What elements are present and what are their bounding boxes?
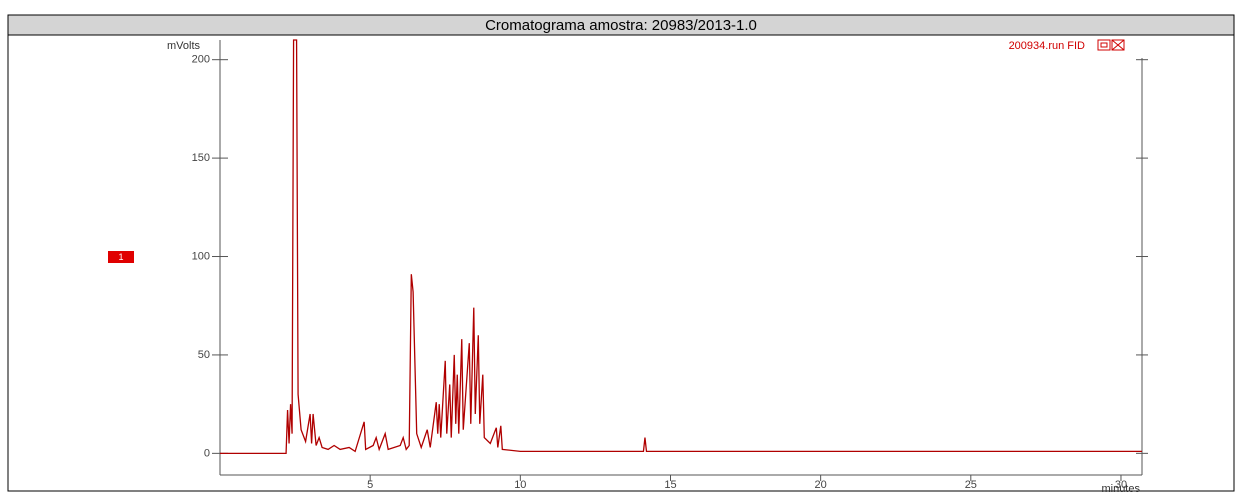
legend-entry: 200934.run FID xyxy=(1009,40,1085,52)
peak-marker xyxy=(108,251,134,263)
y-tick-label: 200 xyxy=(192,54,210,66)
chromatogram-line xyxy=(220,39,1142,454)
y-tick-label: 100 xyxy=(192,250,210,262)
title: Cromatograma amostra: 20983/2013-1.0 xyxy=(485,17,757,34)
y-tick-label: 50 xyxy=(198,349,210,361)
x-tick-label: 30 xyxy=(1115,479,1127,491)
window-icons xyxy=(1097,39,1125,51)
x-tick-label: 20 xyxy=(815,479,827,491)
y-tick-label: 150 xyxy=(192,152,210,164)
peak-marker-label: 1 xyxy=(118,252,123,262)
title-bar xyxy=(7,14,1235,36)
y-axis-label: mVolts xyxy=(167,40,201,52)
icon-close xyxy=(1111,39,1125,51)
x-tick-label: 10 xyxy=(514,479,526,491)
x-axis-label: minutes xyxy=(1101,483,1140,493)
x-tick-label: 5 xyxy=(367,479,373,491)
y-tick-label: 0 xyxy=(204,447,210,459)
icon-inner xyxy=(1100,42,1108,48)
icon-cross xyxy=(1111,39,1125,51)
x-tick-label: 25 xyxy=(965,479,977,491)
plot-area: 0 50 100 150 200 5 10 15 20 25 30 xyxy=(192,39,1148,491)
icon-box xyxy=(1097,39,1111,51)
x-tick-label: 15 xyxy=(664,479,676,491)
frame xyxy=(7,34,1235,492)
